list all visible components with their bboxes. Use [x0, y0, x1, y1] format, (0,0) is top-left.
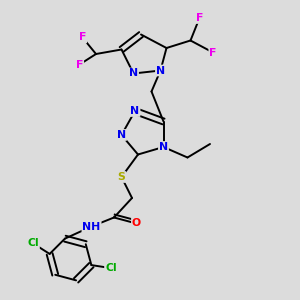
Text: N: N — [130, 106, 140, 116]
Text: S: S — [118, 172, 125, 182]
Text: N: N — [117, 130, 126, 140]
Text: F: F — [79, 32, 86, 43]
Text: O: O — [132, 218, 141, 229]
Text: F: F — [196, 13, 203, 23]
Text: F: F — [76, 59, 83, 70]
Text: N: N — [129, 68, 138, 79]
Text: Cl: Cl — [27, 238, 39, 248]
Text: N: N — [156, 65, 165, 76]
Text: F: F — [209, 47, 217, 58]
Text: NH: NH — [82, 221, 100, 232]
Text: Cl: Cl — [105, 263, 117, 273]
Text: N: N — [159, 142, 168, 152]
